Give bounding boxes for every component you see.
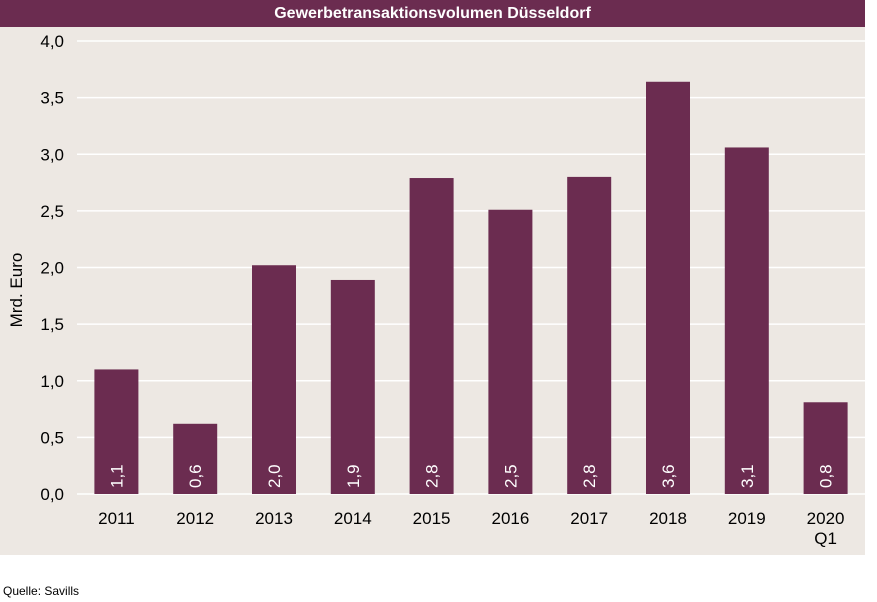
data-label: 3,6 [659,464,678,488]
x-tick-label: 2015 [413,509,451,528]
x-tick-label: 2013 [255,509,293,528]
y-tick-label: 3,5 [40,89,64,108]
y-axis-label: Mrd. Euro [7,253,26,328]
y-tick-label: 0,0 [40,485,64,504]
data-label: 3,1 [738,464,757,488]
bar [409,178,454,494]
bar [252,265,296,494]
x-tick-label: 2011 [98,509,135,528]
y-tick-label: 4,0 [40,32,64,51]
x-tick-label: 2016 [491,509,529,528]
data-label: 2,5 [501,464,520,488]
data-label: 0,8 [817,464,836,488]
data-label: 0,6 [186,464,205,488]
data-label: 1,1 [107,464,126,488]
data-label: 1,9 [344,464,363,488]
y-tick-label: 0,5 [40,428,64,447]
bar [488,209,533,494]
x-tick-label: 2012 [176,509,214,528]
x-axis-labels: 2011 2012 2013 2014 2015 2016 2017 2018 2019 2020… [98,509,844,548]
y-tick-label: 2,5 [40,202,64,221]
bar [173,423,218,494]
y-tick-label: 1,0 [40,372,64,391]
y-tick-label: 2,0 [40,259,64,278]
bar [724,147,769,494]
x-tick-label: 2018 [649,509,687,528]
x-tick-label: 2014 [334,509,372,528]
bars [94,81,848,495]
x-tick-label: Q1 [814,529,837,548]
chart-title: Gewerbetransaktionsvolumen Düsseldorf [0,0,865,27]
bar [567,176,612,494]
data-labels: 1,1 0,6 2,0 1,9 2,8 2,5 2,8 3,6 3,1 0,8 [107,464,835,488]
data-label: 2,8 [423,464,442,488]
x-tick-label: 2020 [807,509,845,528]
bar [646,81,690,495]
source-note: Quelle: Savills [3,584,80,598]
x-tick-label: 2017 [570,509,608,528]
y-axis-ticks: 0,0 0,5 1,0 1,5 2,0 2,5 3,0 3,5 4,0 [40,32,64,504]
x-tick-label: 2019 [728,509,766,528]
bar [803,402,848,494]
y-tick-label: 1,5 [40,315,64,334]
bar [330,279,375,494]
y-tick-label: 3,0 [40,145,64,164]
data-label: 2,0 [265,464,284,488]
data-label: 2,8 [580,464,599,488]
bar [94,369,139,494]
